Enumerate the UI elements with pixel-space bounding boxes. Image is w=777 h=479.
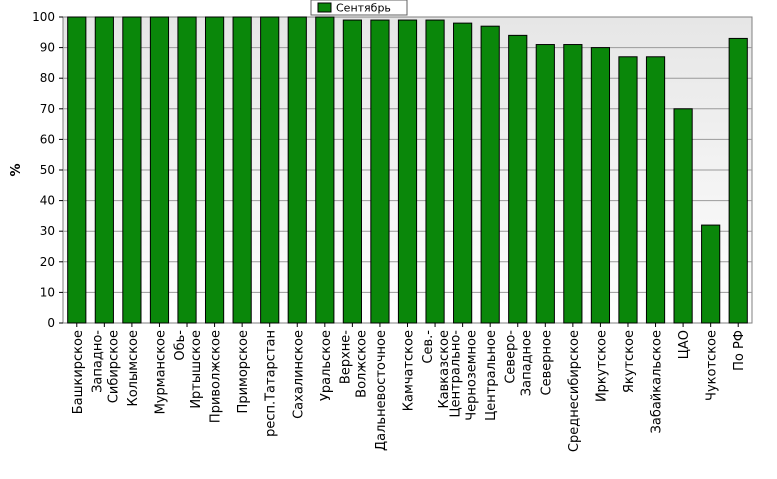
- x-category-label: Дальневосточное: [374, 330, 389, 451]
- bar: [94, 16, 114, 324]
- y-tick-label: 50: [40, 163, 55, 177]
- y-tick-label: 90: [40, 41, 55, 55]
- y-axis-title: %: [9, 163, 24, 176]
- x-category-label: Камчатское: [402, 330, 417, 411]
- bar: [480, 25, 500, 324]
- bar: [590, 47, 611, 324]
- x-category-label: ЦАО: [677, 330, 692, 359]
- bar: [315, 16, 335, 324]
- bar: [563, 44, 583, 324]
- bar: [149, 16, 170, 324]
- y-tick-label: 0: [47, 316, 55, 330]
- x-category-label: Северо-: [504, 330, 519, 384]
- bar: [453, 22, 473, 324]
- bar: [728, 37, 748, 324]
- x-category-label: Верхне-: [338, 330, 353, 384]
- x-category-label: Иркутское: [594, 330, 609, 402]
- x-category-label: Среднесибирское: [567, 330, 582, 452]
- x-category-label: Обь-: [173, 330, 188, 361]
- bar: [232, 16, 252, 324]
- x-category-label: Мурманское: [153, 330, 168, 414]
- x-category-label: Забайкальское: [650, 330, 665, 433]
- x-category-label: Сибирское: [106, 330, 121, 403]
- x-category-label: Башкирское: [71, 330, 86, 414]
- x-axis-labels: Башкирское Западно- Сибирское Колымское Мурм…: [71, 323, 747, 452]
- x-category-label: Сахалинское: [291, 330, 306, 419]
- bar: [204, 16, 225, 324]
- x-category-label: Центральное: [484, 330, 499, 421]
- x-category-label: Колымское: [126, 330, 141, 407]
- bar: [645, 56, 666, 324]
- x-category-label: Северное: [539, 330, 554, 395]
- bar: [508, 34, 528, 324]
- x-category-label: Якутское: [622, 330, 637, 393]
- legend-box: [310, 0, 408, 16]
- bar: [535, 44, 555, 324]
- bar: [618, 56, 638, 324]
- x-category-label: Западно-: [90, 330, 105, 393]
- x-category-label: Приволжское: [209, 330, 224, 423]
- y-tick-label: 100: [32, 10, 55, 24]
- y-tick-label: 10: [40, 285, 55, 299]
- y-tick-label: 80: [40, 71, 55, 85]
- x-category-label: Иртышское: [189, 330, 204, 409]
- bar: [342, 19, 362, 324]
- x-category-label: Уральское: [319, 330, 334, 401]
- bar: [287, 16, 307, 324]
- y-tick-label: 30: [40, 224, 55, 238]
- y-axis-ticks: 0 10 20 30 40 50 60 70 80 90 100: [32, 10, 63, 330]
- x-category-label: Волжское: [354, 330, 369, 398]
- bars: [67, 16, 748, 324]
- bar: [260, 16, 280, 324]
- legend-swatch: [317, 2, 332, 13]
- bar: [122, 16, 142, 324]
- bar: [370, 19, 390, 324]
- x-category-label: респ.Татарстан: [264, 330, 279, 437]
- y-tick-label: 20: [40, 255, 55, 269]
- bar: [177, 16, 197, 324]
- x-category-label: Приморское: [236, 330, 251, 413]
- bar: [425, 19, 445, 324]
- x-category-label: Западное: [520, 330, 535, 396]
- x-category-label: Чукотское: [705, 330, 720, 401]
- bar: [397, 19, 418, 324]
- x-category-label: По РФ: [732, 330, 747, 371]
- y-tick-label: 40: [40, 194, 55, 208]
- legend-label: Сентябрь: [336, 2, 391, 15]
- x-category-label: Сев.-: [421, 330, 436, 364]
- bar: [673, 108, 693, 324]
- bar: [67, 16, 87, 324]
- x-category-label: Кавказское: [437, 330, 452, 409]
- legend[interactable]: Сентябрь: [310, 0, 408, 16]
- x-category-label: Центрально-: [449, 330, 464, 418]
- y-tick-label: 60: [40, 132, 55, 146]
- x-category-label: Черноземное: [465, 330, 480, 421]
- bar: [701, 224, 721, 324]
- y-tick-label: 70: [40, 102, 55, 116]
